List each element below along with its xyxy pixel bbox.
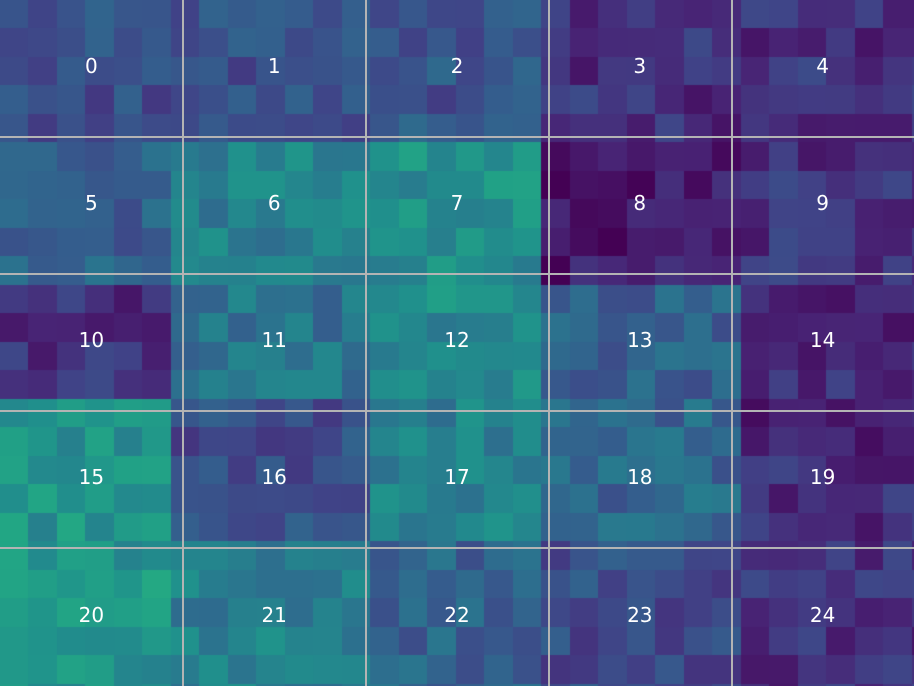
cell-label-14: 14 (809, 328, 836, 353)
cell-label-23: 23 (627, 602, 653, 627)
cell-label-17: 17 (444, 465, 470, 490)
grid-line-horizontal-2 (0, 273, 914, 275)
cell-label-22: 22 (444, 602, 470, 627)
cell-label-12: 12 (444, 328, 470, 353)
grid-line-horizontal-1 (0, 136, 914, 138)
cell-label-15: 15 (78, 465, 105, 490)
grid-line-horizontal-4 (0, 547, 914, 549)
cell-label-8: 8 (633, 191, 647, 216)
grid-line-vertical-2 (365, 0, 367, 686)
cell-label-21: 21 (261, 602, 287, 627)
cell-label-13: 13 (627, 328, 653, 353)
cell-label-6: 6 (267, 191, 281, 216)
cell-label-24: 24 (809, 602, 836, 627)
cell-label-10: 10 (78, 328, 105, 353)
cell-label-3: 3 (633, 53, 647, 78)
cell-label-5: 5 (85, 191, 98, 216)
grid-line-vertical-1 (182, 0, 184, 686)
cell-label-7: 7 (450, 191, 464, 216)
grid-line-vertical-3 (548, 0, 550, 686)
cell-label-18: 18 (627, 465, 653, 490)
cell-label-2: 2 (450, 53, 464, 78)
cell-label-19: 19 (809, 465, 836, 490)
cell-label-1: 1 (267, 53, 281, 78)
cell-label-4: 4 (816, 53, 829, 78)
grid-line-horizontal-3 (0, 410, 914, 412)
cell-label-9: 9 (816, 191, 829, 216)
cell-label-11: 11 (261, 328, 287, 353)
cell-label-20: 20 (78, 602, 105, 627)
cell-label-16: 16 (261, 465, 287, 490)
cell-label-0: 0 (85, 53, 98, 78)
grid-line-vertical-4 (731, 0, 733, 686)
